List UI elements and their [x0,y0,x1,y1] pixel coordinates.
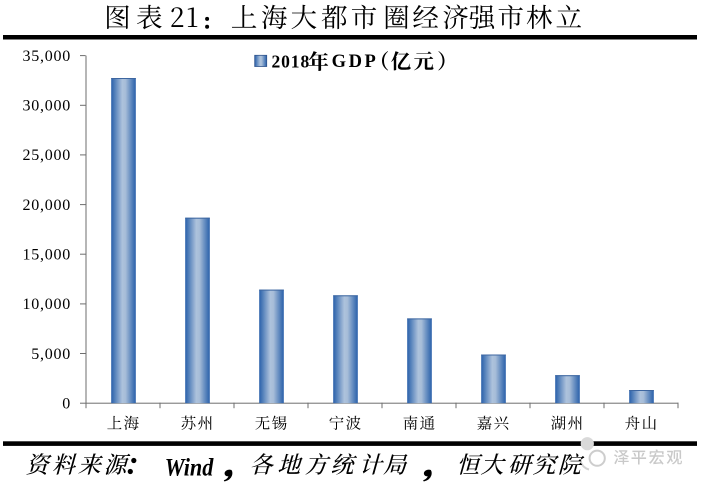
svg-text:10,000: 10,000 [23,296,72,313]
svg-text:15,000: 15,000 [23,247,72,264]
svg-text:2018: 2018 [272,52,311,72]
svg-text:GDP: GDP [332,52,379,72]
svg-text:35,000: 35,000 [23,48,72,65]
svg-text:30,000: 30,000 [23,98,72,115]
svg-text:0: 0 [62,396,71,413]
svg-text:20,000: 20,000 [23,197,72,214]
svg-text:25,000: 25,000 [23,147,72,164]
svg-text:5,000: 5,000 [31,346,71,363]
svg-text:Wind: Wind [165,453,215,482]
